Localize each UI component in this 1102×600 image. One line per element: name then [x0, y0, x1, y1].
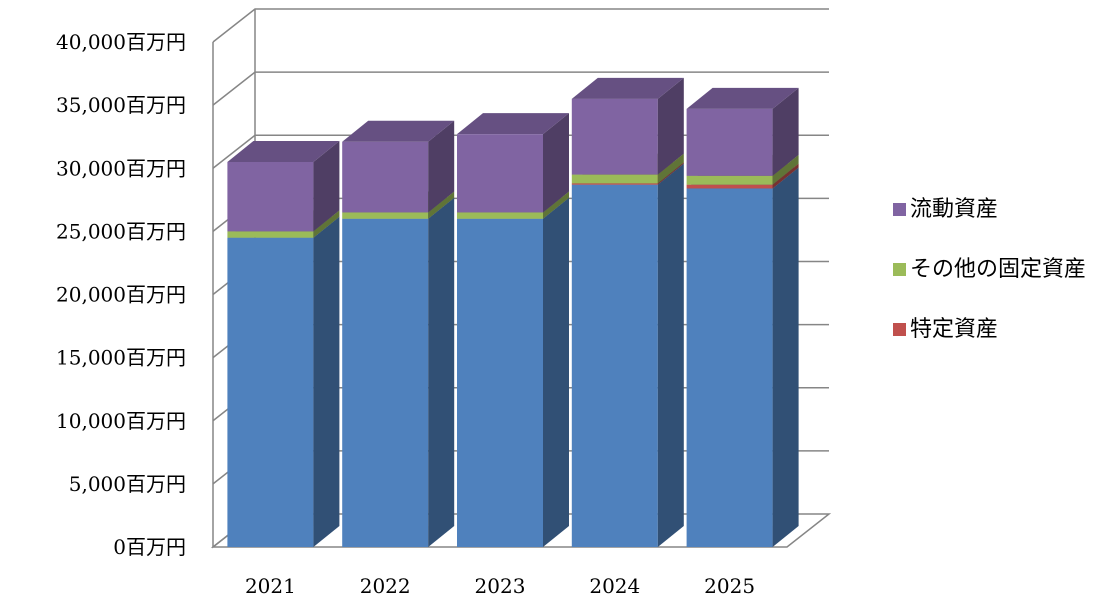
x-tick-label: 2024	[589, 574, 640, 598]
legend-item: その他の固定資産	[893, 257, 1086, 282]
bar-front	[457, 218, 543, 547]
bar-side	[772, 87, 799, 176]
legend-item: 流動資産	[893, 197, 998, 222]
bar-front	[457, 134, 543, 213]
y-axis-ticks: 0百万円 5,000百万円 10,000百万円 15,000百万円 20,000百万円 2…	[56, 30, 186, 559]
legend-swatch	[893, 263, 906, 276]
bar-top	[571, 77, 684, 99]
bar-side	[313, 210, 340, 238]
bar-side	[428, 197, 455, 547]
bar-front	[571, 183, 658, 185]
bar-side	[313, 140, 340, 232]
y-tick-label: 30,000百万円	[56, 156, 186, 180]
legend-label: その他の固定資産	[910, 257, 1086, 282]
y-tick-label: 15,000百万円	[56, 346, 186, 370]
bar-side	[772, 163, 799, 189]
bar-segment	[686, 87, 799, 176]
bar-segment	[571, 77, 684, 175]
legend-item: 特定資産	[893, 317, 998, 342]
bar-front	[457, 212, 543, 219]
bars	[227, 77, 799, 547]
bar-segment	[457, 113, 569, 213]
legend-label: 流動資産	[910, 197, 998, 222]
y-tick-label: 25,000百万円	[56, 219, 186, 243]
bar-side	[657, 163, 684, 547]
bar-segment	[571, 163, 684, 547]
bar-segment	[227, 216, 340, 547]
bar-top	[227, 140, 340, 162]
bar-side	[657, 77, 684, 175]
bar-front	[342, 141, 429, 213]
bar-side	[543, 197, 569, 547]
bar-front	[686, 108, 773, 176]
legend-swatch	[893, 203, 906, 216]
bar-side	[772, 154, 799, 185]
bar-front	[227, 237, 314, 547]
y-tick-label: 35,000百万円	[56, 93, 186, 117]
y-tick-label: 0百万円	[113, 535, 186, 559]
bar-side	[428, 191, 455, 219]
bar-front	[342, 218, 429, 547]
bar-side	[428, 120, 455, 213]
y-tick-label: 5,000百万円	[69, 472, 186, 496]
bar-front	[571, 184, 658, 547]
bar-side	[657, 153, 684, 184]
bar-front	[227, 161, 314, 232]
y-tick-label: 20,000百万円	[56, 283, 186, 307]
bar-segment	[342, 197, 455, 547]
bar-segment	[686, 167, 799, 547]
x-tick-label: 2025	[704, 574, 755, 598]
y-tick-label: 10,000百万円	[56, 409, 186, 433]
bar-top	[457, 113, 569, 135]
x-tick-label: 2023	[475, 574, 526, 598]
legend-label: 特定資産	[910, 317, 998, 342]
gridline	[212, 71, 829, 106]
gridline	[212, 8, 829, 43]
bar-top	[342, 120, 455, 142]
x-tick-label: 2021	[245, 574, 296, 598]
bar-segment	[457, 197, 569, 547]
y-tick-label: 40,000百万円	[56, 30, 186, 54]
bar-front	[686, 188, 773, 547]
bar-front	[686, 175, 773, 185]
bar-side	[543, 113, 569, 213]
bar-side	[313, 216, 340, 547]
bar-side	[657, 162, 684, 185]
bar-segment	[342, 120, 455, 213]
bar-front	[342, 212, 429, 219]
legend-swatch	[893, 323, 906, 336]
bar-side	[772, 167, 799, 547]
bar-side	[543, 191, 569, 219]
x-tick-label: 2022	[360, 574, 411, 598]
x-axis-ticks: 2021 2022 2023 2024 2025	[245, 574, 755, 598]
bar-front	[227, 231, 314, 238]
bar-front	[686, 184, 773, 189]
bar-segment	[227, 140, 340, 232]
bar-front	[571, 98, 658, 175]
bar-top	[686, 87, 799, 109]
bar-front	[571, 174, 658, 184]
